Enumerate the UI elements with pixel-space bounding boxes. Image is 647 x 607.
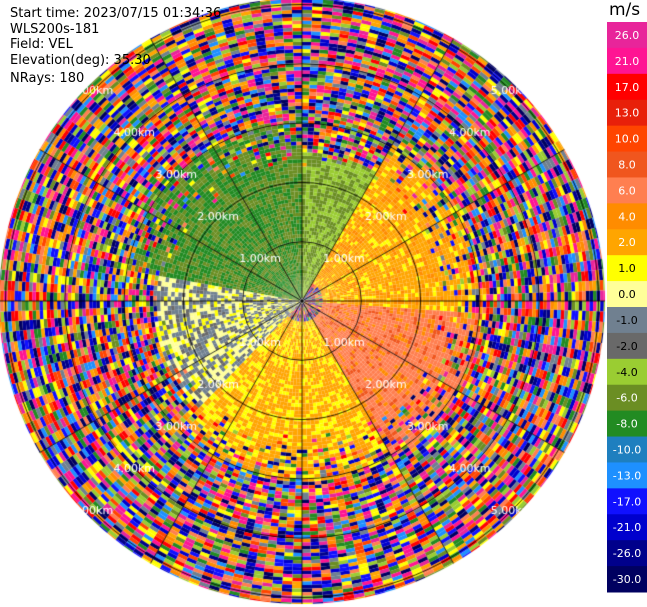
- colorbar-segment: [607, 255, 647, 282]
- elevation-label: Elevation(deg): 35.30: [10, 53, 151, 68]
- colorbar-segment: [607, 488, 647, 515]
- colorbar-tick-label: -10.0: [613, 444, 641, 457]
- nrays-label: NRays: 180: [10, 71, 85, 86]
- colorbar-tick-label: 26.0: [615, 29, 640, 42]
- instrument-label: WLS200s-181: [10, 22, 100, 37]
- colorbar-segment: [607, 307, 647, 334]
- field-label: Field: VEL: [10, 37, 73, 52]
- colorbar-segment: [607, 151, 647, 178]
- colorbar-segment: [607, 203, 647, 230]
- colorbar-tick-label: 17.0: [615, 81, 640, 94]
- colorbar-tick-label: 2.0: [618, 236, 636, 249]
- colorbar-segment: [607, 73, 647, 101]
- colorbar-segment: [607, 436, 647, 463]
- colorbar-tick-label: -17.0: [613, 495, 641, 508]
- velocity-colorbar: 26.0 21.0 17.0 13.0 10.0 8.0 6.0 4.0 2.0 1.0 0.0 -1…: [607, 22, 647, 593]
- colorbar-segment: [607, 177, 647, 204]
- colorbar-tick-label: -2.0: [616, 340, 637, 353]
- start-time-label: Start time: 2023/07/15 01:34:36: [10, 6, 222, 21]
- colorbar-tick-label: 10.0: [615, 133, 640, 146]
- colorbar-tick-label: -26.0: [613, 547, 641, 560]
- colorbar-tick-label: 0.0: [618, 288, 636, 301]
- colorbar-tick-label: -1.0: [616, 314, 637, 327]
- colorbar-tick-label: 13.0: [615, 107, 640, 120]
- colorbar-tick-label: 4.0: [618, 210, 636, 223]
- colorbar-tick-label: 21.0: [615, 55, 640, 68]
- colorbar-tick-label: 6.0: [618, 184, 636, 197]
- colorbar-tick-label: -13.0: [613, 469, 641, 482]
- colorbar-tick-label: 8.0: [618, 159, 636, 172]
- colorbar-tick-label: -6.0: [616, 392, 637, 405]
- colorbar-segment: [607, 410, 647, 438]
- colorbar-tick-label: -30.0: [613, 573, 641, 586]
- colorbar-segment: [607, 540, 647, 567]
- colorbar-segment: [607, 125, 647, 153]
- colorbar-tick-label: -21.0: [613, 521, 641, 534]
- colorbar-unit-label: m/s: [609, 0, 641, 20]
- colorbar-tick-label: -4.0: [616, 366, 637, 379]
- colorbar-segment: [607, 229, 647, 256]
- colorbar-segment: [607, 47, 647, 75]
- colorbar-segment: [607, 384, 647, 412]
- colorbar-tick-label: -8.0: [616, 418, 637, 431]
- colorbar-segment: [607, 462, 647, 489]
- colorbar-segment: [607, 358, 647, 386]
- colorbar-segment: [607, 22, 647, 49]
- colorbar-segment: [607, 566, 647, 593]
- colorbar-segment: [607, 99, 647, 127]
- colorbar-segment: [607, 514, 647, 541]
- colorbar-tick-label: 1.0: [618, 262, 636, 275]
- colorbar-segment: [607, 281, 647, 308]
- colorbar-segment: [607, 332, 647, 360]
